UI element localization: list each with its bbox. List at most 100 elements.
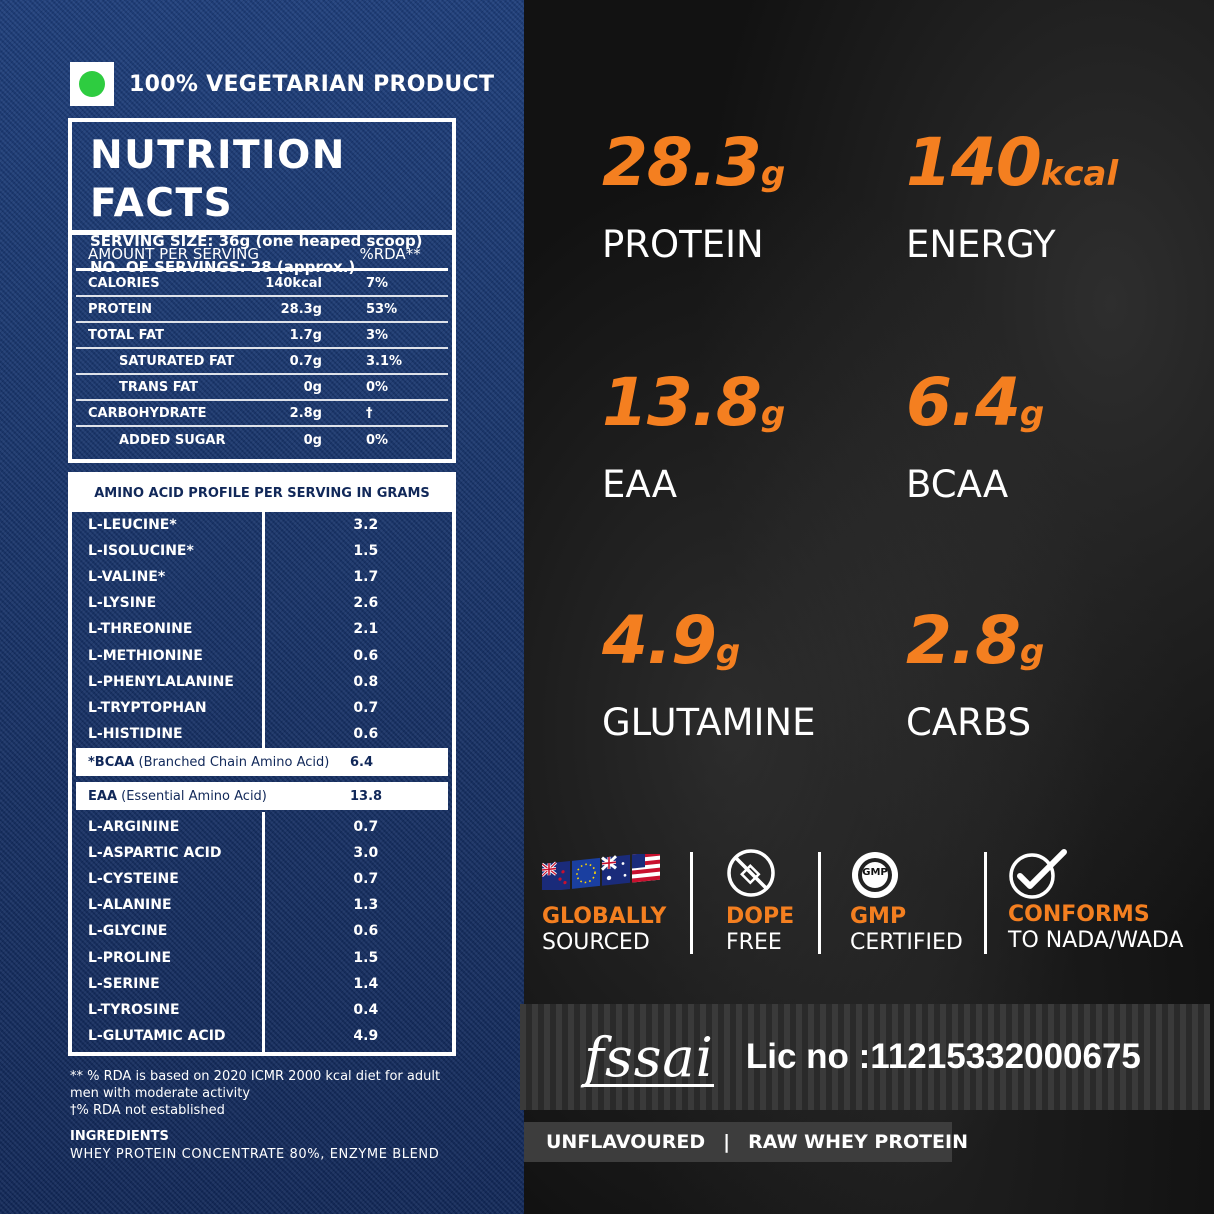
amino-value: 0.7 — [353, 871, 379, 888]
amino-row: L-TRYPTOPHAN 0.7 — [76, 695, 448, 721]
amino-value: 2.1 — [353, 621, 379, 638]
amino-row: L-TYROSINE 0.4 — [76, 997, 448, 1023]
stat-value: 4.9 — [602, 602, 717, 679]
certification-badges: GLOBALLY SOURCED DOPE FREE GMP GMP CERTI… — [540, 848, 1200, 958]
amino-value: 1.4 — [353, 975, 379, 992]
stat-carbs: 2.8g CARBS — [906, 606, 1044, 745]
stat-value: 2.8 — [906, 602, 1021, 679]
bcaa-value: 6.4 — [350, 754, 374, 770]
badge-subtitle: CERTIFIED — [850, 930, 963, 955]
amino-name: L-SERINE — [88, 975, 160, 992]
amino-row: L-HISTIDINE 0.6 — [76, 721, 448, 747]
amino-row: L-LEUCINE* 3.2 — [76, 512, 448, 538]
amino-row: L-ARGININE 0.7 — [76, 814, 448, 840]
amino-value: 1.7 — [353, 569, 379, 586]
badge-subtitle: SOURCED — [542, 930, 650, 955]
nutrition-title: NUTRITION FACTS — [90, 133, 346, 226]
amino-row: L-GLUTAMIC ACID 4.9 — [76, 1023, 448, 1049]
amino-row: L-CYSTEINE 0.7 — [76, 866, 448, 892]
amino-value: 1.3 — [353, 897, 379, 914]
ingredients-title: INGREDIENTS — [70, 1129, 169, 1144]
flavour-separator: | — [723, 1131, 731, 1153]
nutrient-name: SATURATED FAT — [119, 353, 235, 369]
badge-nada-wada: CONFORMS TO NADA/WADA — [1008, 848, 1183, 958]
nutrient-value: 0g — [303, 432, 322, 448]
badge-dope-free: DOPE FREE — [726, 848, 794, 958]
nutrient-rda: 3% — [366, 327, 389, 343]
amino-name: L-HISTIDINE — [88, 725, 183, 742]
stat-value: 28.3 — [602, 124, 762, 201]
amino-row: L-GLYCINE 0.6 — [76, 918, 448, 944]
nutrient-name: CARBOHYDRATE — [88, 405, 207, 421]
amino-row: L-THREONINE 2.1 — [76, 616, 448, 642]
amino-value: 3.0 — [353, 845, 379, 862]
ingredients-text: WHEY PROTEIN CONCENTRATE 80%, ENZYME BLE… — [70, 1147, 440, 1162]
amino-value: 1.5 — [353, 543, 379, 560]
amino-value: 0.6 — [353, 647, 379, 664]
footnotes: ** % RDA is based on 2020 ICMR 2000 kcal… — [70, 1068, 470, 1162]
nutrition-row: CARBOHYDRATE 2.8g † — [76, 401, 448, 427]
amino-value: 0.7 — [353, 819, 379, 836]
stat-bcaa: 6.4g BCAA — [906, 368, 1044, 507]
amino-name: L-PHENYLALANINE — [88, 673, 234, 690]
no-dope-icon — [726, 848, 794, 900]
nutrition-panel: 100% VEGETARIAN PRODUCT NUTRITION FACTS … — [0, 0, 524, 1214]
nutrient-value: 140kcal — [265, 275, 322, 291]
nutrient-value: 28.3g — [280, 301, 322, 317]
amino-name: L-PROLINE — [88, 949, 172, 966]
stat-label: EAA — [602, 463, 678, 506]
fssai-logo: fssai — [582, 1025, 714, 1089]
nutrient-rda: 53% — [366, 301, 398, 317]
amino-value: 0.7 — [353, 699, 379, 716]
flavour-label: UNFLAVOURED — [546, 1131, 706, 1153]
amino-row: L-ISOLUCINE* 1.5 — [76, 538, 448, 564]
nutrient-name: ADDED SUGAR — [119, 432, 226, 448]
stat-unit: g — [1019, 632, 1045, 672]
amino-name: L-ASPARTIC ACID — [88, 845, 222, 862]
nutrient-value: 2.8g — [289, 405, 322, 421]
amino-value: 0.4 — [353, 1001, 379, 1018]
eaa-row: EAA (Essential Amino Acid) 13.8 — [76, 782, 448, 810]
badge-subtitle: TO NADA/WADA — [1008, 928, 1184, 953]
servings-count: NO. OF SERVINGS: 28 (approx.) — [90, 258, 356, 276]
nutrient-name: TRANS FAT — [119, 379, 199, 395]
rda-note: ** % RDA is based on 2020 ICMR 2000 kcal… — [70, 1069, 441, 1101]
amino-name: L-GLYCINE — [88, 923, 168, 940]
nutrition-row: ADDED SUGAR 0g 0% — [76, 427, 448, 453]
amino-value: 1.5 — [353, 949, 379, 966]
amino-row: L-PROLINE 1.5 — [76, 944, 448, 970]
amino-acid-box: AMINO ACID PROFILE PER SERVING IN GRAMS … — [68, 472, 456, 1056]
eaa-abbr: EAA — [88, 788, 118, 804]
amino-title: AMINO ACID PROFILE PER SERVING IN GRAMS — [72, 476, 452, 512]
badge-subtitle: FREE — [726, 930, 782, 955]
stat-protein: 28.3g PROTEIN — [602, 128, 785, 267]
stat-unit: g — [1019, 394, 1045, 434]
dagger-note: †% RDA not established — [70, 1103, 225, 1118]
nutrient-rda: 0% — [366, 379, 389, 395]
amino-name: L-ARGININE — [88, 819, 180, 836]
amino-name: L-ALANINE — [88, 897, 172, 914]
amino-row: L-LYSINE 2.6 — [76, 590, 448, 616]
fssai-logo-text: fssai — [584, 1025, 714, 1089]
eaa-value: 13.8 — [350, 788, 383, 804]
bcaa-row: *BCAA (Branched Chain Amino Acid) 6.4 — [76, 748, 448, 776]
nutrition-row: TRANS FAT 0g 0% — [76, 375, 448, 401]
stat-unit: g — [760, 394, 786, 434]
nutrient-value: 0g — [303, 379, 322, 395]
amino-value: 0.6 — [353, 923, 379, 940]
stat-label: PROTEIN — [602, 223, 764, 266]
stat-value: 13.8 — [602, 364, 762, 441]
amino-value: 0.6 — [353, 725, 379, 742]
nutrition-row: PROTEIN 28.3g 53% — [76, 297, 448, 323]
amino-row: L-ASPARTIC ACID 3.0 — [76, 840, 448, 866]
nutrient-name: CALORIES — [88, 275, 160, 291]
amino-name: L-VALINE* — [88, 569, 166, 586]
badge-title: GLOBALLY — [542, 904, 667, 929]
amino-name: L-TYROSINE — [88, 1001, 180, 1018]
stat-value: 140 — [906, 124, 1042, 201]
badge-globally-sourced: GLOBALLY SOURCED — [542, 854, 666, 964]
flags-icon — [542, 854, 666, 890]
amino-name: L-METHIONINE — [88, 647, 203, 664]
rda-header: %RDA** — [359, 244, 421, 263]
amino-name: L-CYSTEINE — [88, 871, 179, 888]
